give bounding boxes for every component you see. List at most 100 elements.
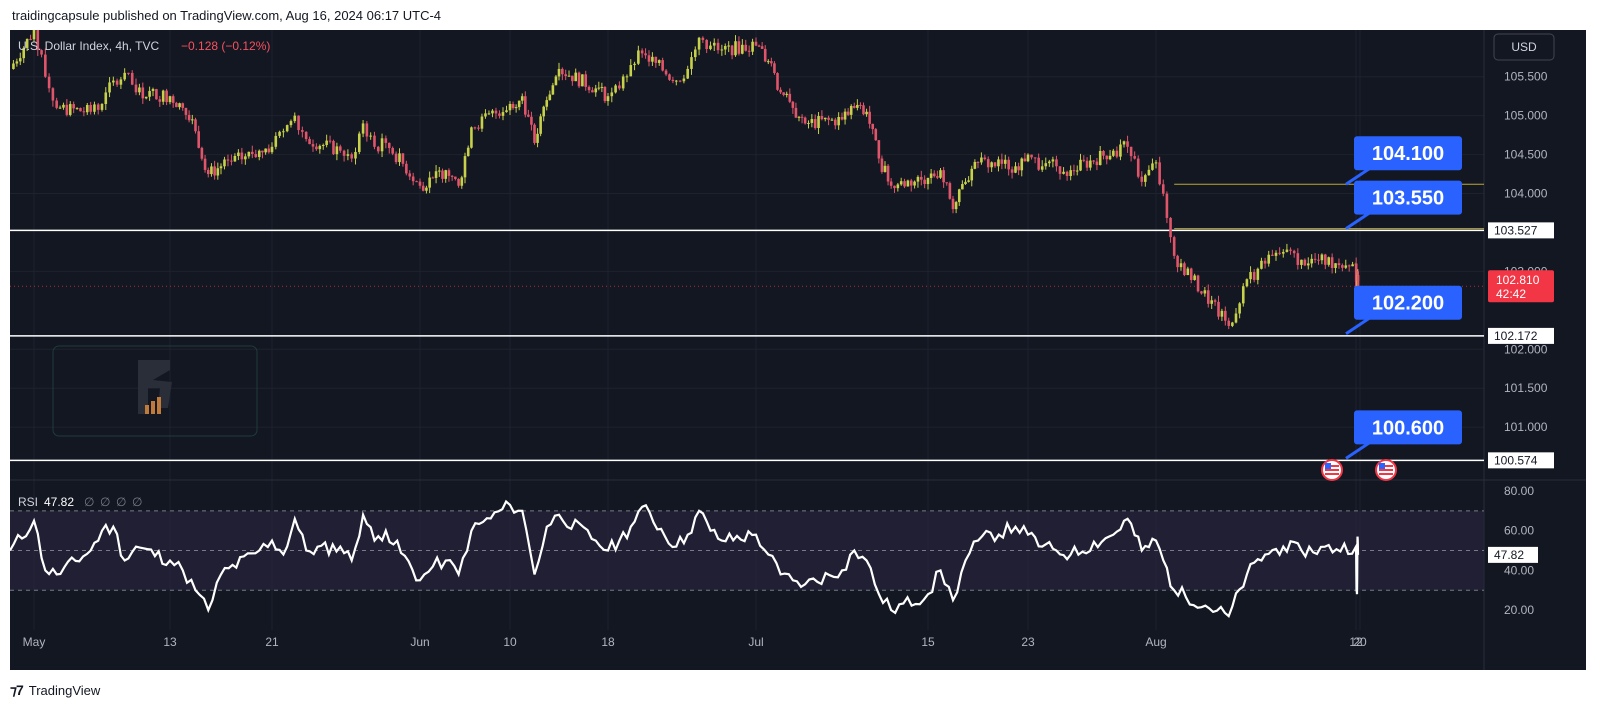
candle[interactable] (428, 177, 431, 188)
candle[interactable] (747, 50, 751, 52)
candle[interactable] (1026, 154, 1030, 162)
candle[interactable] (1154, 162, 1158, 164)
candle[interactable] (600, 86, 604, 88)
candle[interactable] (1252, 272, 1256, 280)
candle[interactable] (380, 138, 384, 152)
candle[interactable] (794, 107, 798, 118)
candle[interactable] (1196, 275, 1200, 292)
candle[interactable] (332, 140, 335, 155)
candle[interactable] (697, 37, 701, 50)
candle[interactable] (18, 58, 22, 62)
candle[interactable] (548, 94, 552, 101)
candle[interactable] (1320, 254, 1324, 261)
candle[interactable] (267, 148, 271, 153)
candle[interactable] (261, 150, 264, 153)
candle[interactable] (1010, 169, 1014, 173)
candle[interactable] (1092, 160, 1095, 162)
candle[interactable] (871, 123, 875, 130)
candle[interactable] (1193, 275, 1196, 280)
candle[interactable] (466, 147, 470, 157)
candle[interactable] (551, 85, 555, 95)
candle[interactable] (487, 113, 491, 115)
candle[interactable] (682, 78, 686, 82)
rsi-pane[interactable] (9, 499, 1484, 618)
candle[interactable] (171, 96, 175, 103)
currency-button[interactable] (1493, 33, 1555, 61)
candle[interactable] (903, 181, 906, 187)
candle[interactable] (791, 101, 795, 108)
candle[interactable] (859, 104, 862, 106)
candle[interactable] (187, 114, 191, 121)
candle[interactable] (257, 150, 261, 157)
candle[interactable] (618, 85, 621, 89)
candle[interactable] (862, 105, 865, 115)
candle[interactable] (62, 104, 65, 108)
candle[interactable] (1351, 264, 1354, 267)
candle[interactable] (574, 72, 578, 82)
candle[interactable] (916, 176, 920, 182)
candle[interactable] (22, 47, 26, 59)
candle[interactable] (450, 175, 454, 177)
candle[interactable] (1095, 161, 1099, 166)
candle[interactable] (1220, 310, 1224, 317)
candle[interactable] (431, 177, 435, 179)
candle[interactable] (1048, 161, 1051, 164)
candle[interactable] (741, 44, 744, 54)
candle[interactable] (1234, 313, 1238, 323)
candle[interactable] (896, 184, 900, 189)
candles[interactable] (12, 26, 1360, 330)
candle[interactable] (408, 173, 412, 177)
candle[interactable] (1055, 159, 1058, 167)
candle[interactable] (517, 100, 521, 108)
candle[interactable] (837, 116, 840, 126)
candle[interactable] (840, 116, 844, 120)
candle[interactable] (843, 111, 847, 120)
candle[interactable] (119, 79, 123, 85)
candle[interactable] (1119, 144, 1122, 157)
candle[interactable] (603, 86, 607, 102)
candle[interactable] (457, 178, 460, 186)
candle[interactable] (29, 38, 32, 40)
candle[interactable] (36, 30, 40, 51)
candle[interactable] (387, 142, 391, 149)
candle[interactable] (730, 45, 734, 56)
candle[interactable] (321, 144, 325, 146)
candle[interactable] (1334, 263, 1337, 269)
candle[interactable] (567, 75, 571, 77)
candle[interactable] (1151, 163, 1154, 170)
candle[interactable] (1263, 260, 1267, 264)
candle[interactable] (1044, 163, 1048, 167)
candle[interactable] (757, 45, 761, 47)
candle[interactable] (1267, 254, 1271, 264)
candle[interactable] (957, 189, 961, 203)
currency-label[interactable]: USD (1511, 40, 1537, 54)
candle[interactable] (1324, 254, 1327, 265)
price-axis[interactable]: 105.500105.000104.500104.000103.000102.0… (1488, 70, 1554, 617)
candle[interactable] (197, 131, 200, 148)
candle[interactable] (657, 60, 661, 63)
candle[interactable] (161, 90, 165, 102)
candle[interactable] (210, 166, 213, 175)
candle[interactable] (398, 153, 401, 163)
candle[interactable] (1072, 170, 1076, 172)
candle[interactable] (293, 115, 297, 122)
candle[interactable] (384, 138, 388, 143)
candle[interactable] (587, 86, 591, 91)
candle[interactable] (751, 41, 754, 52)
candle[interactable] (454, 176, 457, 179)
candle[interactable] (1033, 157, 1037, 159)
candle[interactable] (1278, 252, 1281, 254)
candle[interactable] (1285, 249, 1289, 252)
candle[interactable] (1274, 252, 1278, 256)
candle[interactable] (530, 116, 533, 125)
candle[interactable] (72, 104, 75, 109)
candle[interactable] (1126, 141, 1129, 147)
candle[interactable] (82, 111, 86, 113)
candle[interactable] (151, 89, 155, 91)
candle[interactable] (346, 154, 350, 156)
candle[interactable] (155, 89, 158, 100)
candle[interactable] (970, 168, 974, 181)
candle[interactable] (470, 127, 473, 148)
candle[interactable] (571, 75, 574, 82)
